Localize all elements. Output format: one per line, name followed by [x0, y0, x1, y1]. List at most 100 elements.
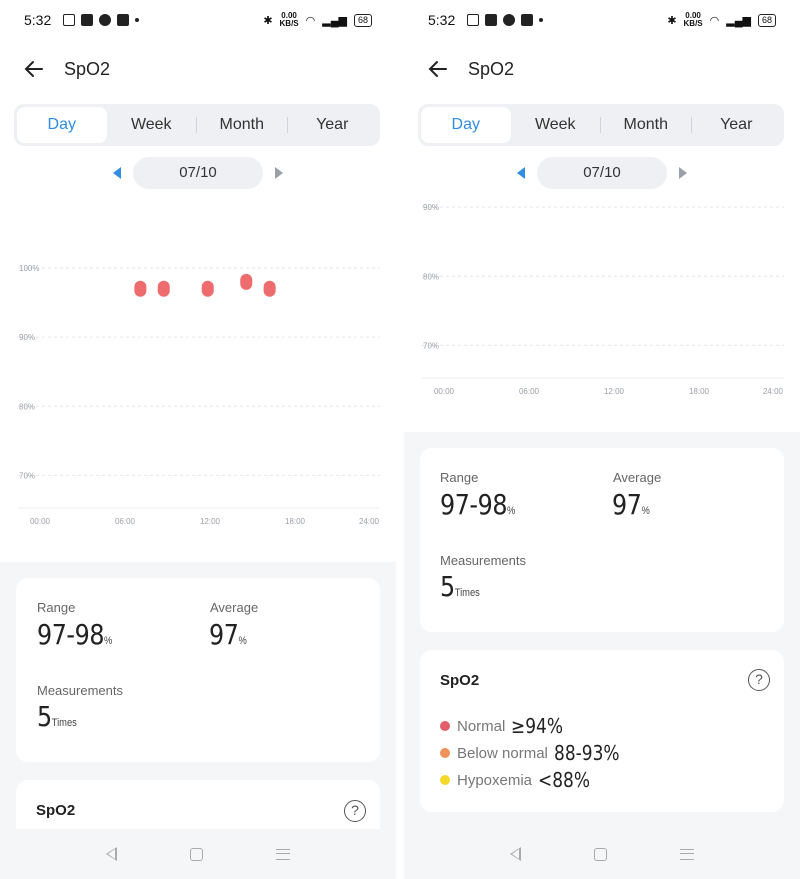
- legend-value: ≥94%: [511, 714, 564, 738]
- legend-label: Below normal: [457, 744, 548, 762]
- tab-year[interactable]: Year: [720, 116, 753, 133]
- chart-area: Day Week Month Year 07/10 100% 90% 80% 70% 0…: [0, 98, 396, 562]
- tab-year[interactable]: Year: [316, 116, 349, 133]
- nav-home-icon[interactable]: [593, 847, 607, 861]
- spo2-info-card: SpO2 ? Normal ≥94% Below normal 88-93% H…: [420, 650, 784, 812]
- nav-home-icon[interactable]: [189, 847, 203, 861]
- range-number: 97-98: [440, 488, 508, 521]
- tab-week[interactable]: Week: [534, 116, 576, 133]
- below-normal-dot-icon: [440, 748, 450, 758]
- battery-icon: 68: [353, 13, 372, 27]
- legend-value: 88-93%: [553, 741, 620, 765]
- spo2-data-point[interactable]: [157, 280, 170, 297]
- more-notifications-icon: [539, 18, 544, 22]
- system-icons: ✱ 0.00 KB/S ◠ ▂▄▆ 68: [263, 12, 372, 28]
- wifi-icon: ◠: [305, 14, 316, 27]
- x-tick-label: 24:00: [763, 387, 784, 396]
- x-tick-label: 12:00: [604, 387, 625, 396]
- spo2-data-point[interactable]: [240, 273, 253, 290]
- app-icon: [503, 14, 516, 26]
- period-tabs: Day Week Month Year: [418, 104, 784, 146]
- x-tick-label: 06:00: [115, 517, 136, 526]
- signal-icon: ▂▄▆: [726, 14, 751, 27]
- average-label: Average: [613, 470, 662, 485]
- help-icon[interactable]: ?: [344, 800, 366, 822]
- app-icon: [81, 14, 94, 26]
- signal-icon: ▂▄▆: [322, 14, 347, 27]
- wifi-icon: ◠: [709, 14, 720, 27]
- measurements-unit: Times: [454, 587, 480, 599]
- tab-month[interactable]: Month: [623, 116, 668, 133]
- y-tick-label: 90%: [19, 333, 35, 342]
- x-tick-label: 00:00: [30, 517, 51, 526]
- page-header: SpO2: [0, 40, 396, 98]
- status-bar: 5:32 ✱ 0.00 KB/S ◠ ▂▄▆ 68: [404, 0, 800, 40]
- date-selector[interactable]: 07/10: [133, 157, 263, 189]
- spo2-card-title: SpO2: [36, 802, 76, 819]
- notification-icons: [467, 14, 544, 26]
- average-number: 97: [612, 488, 642, 521]
- tab-separator: [286, 117, 288, 133]
- nav-recents-icon[interactable]: [275, 848, 290, 860]
- tab-separator: [600, 117, 601, 133]
- x-tick-label: 18:00: [689, 387, 710, 396]
- tab-day[interactable]: Day: [17, 107, 107, 143]
- legend-value: <88%: [538, 768, 591, 792]
- legend-hypoxemia: Hypoxemia <88%: [440, 768, 599, 792]
- nav-recents-icon[interactable]: [679, 848, 694, 860]
- navigation-bar: [404, 829, 800, 879]
- x-tick-label: 12:00: [200, 517, 221, 526]
- notification-icons: [63, 14, 140, 26]
- tab-day[interactable]: Day: [421, 107, 511, 143]
- page-header: SpO2: [404, 40, 800, 98]
- notification-icon: [63, 14, 76, 26]
- bluetooth-icon: ✱: [263, 14, 273, 27]
- range-number: 97-98: [37, 618, 105, 651]
- range-value: 97-98%: [37, 618, 112, 651]
- previous-date-icon[interactable]: [113, 167, 121, 179]
- legend-label: Normal: [457, 717, 506, 735]
- measurements-number: 5: [37, 700, 52, 733]
- tab-month[interactable]: Month: [219, 116, 264, 133]
- status-time: 5:32: [428, 12, 456, 28]
- y-tick-label: 100%: [19, 264, 39, 273]
- spo2-data-point[interactable]: [201, 280, 214, 297]
- spo2-card-title: SpO2: [440, 672, 480, 689]
- spo2-chart: 100% 90% 80% 70% 00:00 06:00 12:00 18:00 24:00: [18, 264, 380, 526]
- date-selector[interactable]: 07/10: [537, 157, 667, 189]
- x-tick-label: 00:00: [434, 387, 455, 396]
- y-tick-label: 80%: [19, 402, 35, 411]
- status-bar: 5:32 ✱ 0.00 KB/S ◠ ▂▄▆ 68: [0, 0, 396, 40]
- speed-unit: KB/S: [279, 19, 299, 28]
- nav-back-icon[interactable]: [510, 847, 522, 861]
- average-value: 97%: [209, 618, 247, 651]
- help-icon[interactable]: ?: [748, 669, 770, 691]
- average-unit: %: [641, 505, 650, 517]
- previous-date-icon[interactable]: [517, 167, 525, 179]
- range-label: Range: [440, 470, 479, 485]
- measurements-value: 5Times: [37, 700, 77, 733]
- legend-normal: Normal ≥94%: [440, 714, 573, 738]
- notification-icon: [467, 14, 480, 26]
- next-date-icon[interactable]: [275, 167, 283, 179]
- y-tick-label: 80%: [423, 272, 439, 281]
- spo2-data-point[interactable]: [263, 280, 276, 297]
- back-arrow-icon[interactable]: [22, 57, 46, 81]
- stats-card: Range 97-98% Average 97% Measurements 5T…: [420, 448, 784, 632]
- normal-dot-icon: [440, 721, 450, 731]
- tab-week[interactable]: Week: [130, 116, 172, 133]
- measurements-unit: Times: [51, 717, 77, 729]
- period-tabs: Day Week Month Year: [14, 104, 380, 146]
- facebook-icon: [117, 14, 130, 26]
- nav-back-icon[interactable]: [106, 847, 118, 861]
- bluetooth-icon: ✱: [667, 14, 677, 27]
- average-number: 97: [209, 618, 239, 651]
- x-tick-label: 24:00: [359, 517, 380, 526]
- average-unit: %: [238, 635, 247, 647]
- next-date-icon[interactable]: [679, 167, 687, 179]
- back-arrow-icon[interactable]: [426, 57, 450, 81]
- average-label: Average: [210, 600, 259, 615]
- spo2-data-point[interactable]: [134, 280, 147, 297]
